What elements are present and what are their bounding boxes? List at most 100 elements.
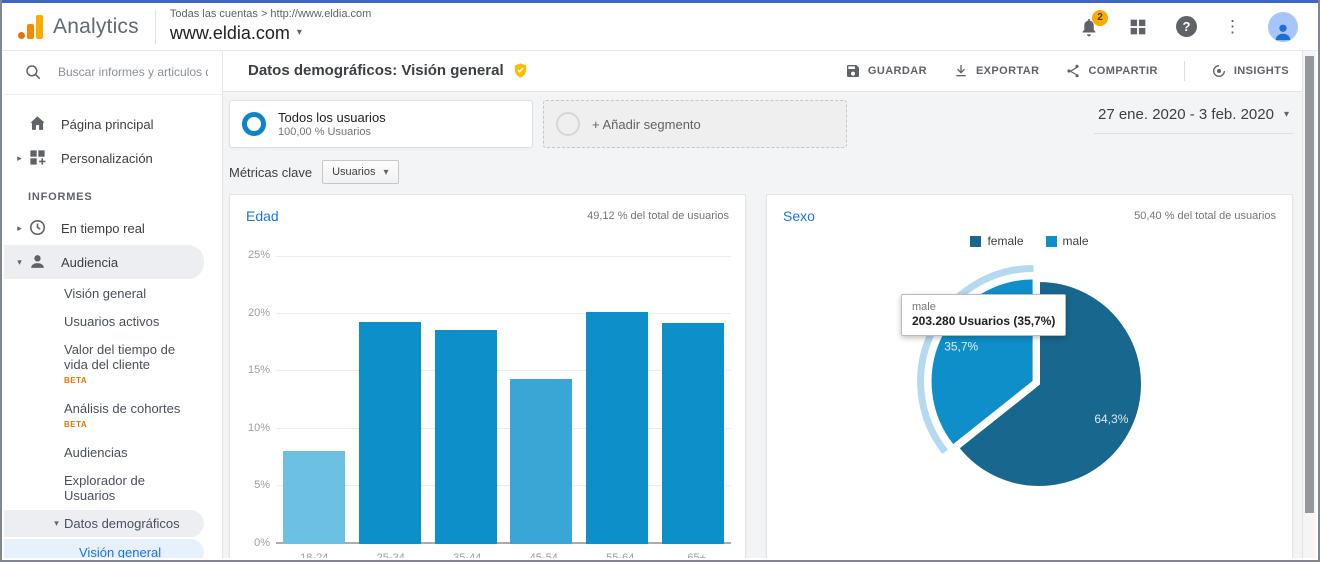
search-icon <box>26 65 41 80</box>
age-chart-title[interactable]: Edad <box>246 208 279 224</box>
gender-chart-title[interactable]: Sexo <box>783 208 815 224</box>
sidebar-item-label: Audiencia <box>61 254 119 270</box>
pie-tooltip-value: 203.280 Usuarios (35,7%) <box>912 314 1056 328</box>
segments-row: Todos los usuarios 100,00 % Usuarios + A… <box>229 100 1293 148</box>
search-input[interactable] <box>56 64 210 80</box>
age-chart-card: Edad 49,12 % del total de usuarios 0% 5% 1… <box>229 194 746 558</box>
date-range-selector[interactable]: 27 ene. 2020 - 3 feb. 2020 ▾ <box>1093 100 1293 134</box>
add-segment-button[interactable]: + Añadir segmento <box>543 100 847 148</box>
sidebar-item-audiencia[interactable]: ▾ Audiencia <box>4 245 204 279</box>
x-axis-label-55-64: 55-64 <box>606 552 635 558</box>
property-name: www.eldia.com <box>169 23 290 44</box>
help-button[interactable]: ? <box>1176 16 1197 37</box>
sidebar-item-explorador-de-usuarios[interactable]: Explorador de Usuarios <box>4 467 204 509</box>
property-selector[interactable]: www.eldia.com ▾ <box>170 22 371 45</box>
save-button[interactable]: GUARDAR <box>845 63 927 79</box>
sidebar-item-usuarios-activos[interactable]: Usuarios activos <box>4 308 204 335</box>
sidebar-item-label: Usuarios activos <box>64 314 160 329</box>
pie-label-female: 64,3% <box>1094 412 1128 426</box>
page-title-text: Datos demográficos: Visión general <box>248 62 504 79</box>
sidebar-item-pagina-principal[interactable]: Página principal <box>4 107 204 141</box>
charts-row: Edad 49,12 % del total de usuarios 0% 5% 1… <box>229 194 1293 558</box>
notifications-button[interactable]: 2 <box>1078 9 1108 38</box>
insights-button[interactable]: INSIGHTS <box>1211 63 1289 79</box>
chevron-right-icon: ▸ <box>17 222 22 233</box>
sidebar: Página principal ▸ Personalización INFORMES… <box>4 50 223 558</box>
account-breadcrumb-block: Todas las cuentas > http://www.eldia.com… <box>170 8 371 44</box>
legend-item-female[interactable]: female <box>970 234 1024 248</box>
sidebar-item-en-tiempo-real[interactable]: ▸ En tiempo real <box>4 211 204 245</box>
x-axis-label-25-34: 25-34 <box>376 552 405 558</box>
more-menu-button[interactable]: ⋮ <box>1224 16 1241 36</box>
sidebar-item-vision-general[interactable]: Visión general <box>4 280 204 307</box>
chevron-right-icon: ▸ <box>17 152 22 163</box>
x-axis-label-35-44: 35-44 <box>453 552 482 558</box>
age-chart-header: Edad 49,12 % del total de usuarios <box>230 195 745 228</box>
metric-dropdown[interactable]: Usuarios ▾ <box>322 160 399 184</box>
pie-label-male: 35,7% <box>944 340 978 354</box>
app-header: Analytics Todas las cuentas > http://www… <box>2 3 1318 51</box>
person-icon <box>28 252 48 272</box>
gridline <box>276 256 731 257</box>
export-label: EXPORTAR <box>975 64 1040 77</box>
analytics-logo[interactable]: Analytics <box>2 14 139 40</box>
vertical-scrollbar[interactable] <box>1302 50 1316 558</box>
chevron-down-icon: ▾ <box>1283 109 1289 120</box>
y-axis-tick: 25% <box>247 249 270 261</box>
analytics-logo-icon <box>18 14 44 40</box>
save-icon <box>846 64 859 77</box>
bars <box>276 256 731 544</box>
apps-grid-icon <box>1130 19 1146 34</box>
chevron-down-icon: ▾ <box>17 256 22 267</box>
metrics-label: Métricas clave <box>229 164 313 180</box>
gridline <box>276 312 731 314</box>
age-x-axis-labels: 18-24 25-34 35-44 45-54 55-64 65+ <box>276 552 735 558</box>
gridline <box>276 427 731 429</box>
sidebar-item-label: Valor del tiempo de vida del cliente <box>64 342 176 372</box>
x-axis-label-45-54: 45-54 <box>529 552 558 558</box>
breadcrumb[interactable]: Todas las cuentas > http://www.eldia.com <box>169 8 372 21</box>
avatar[interactable] <box>1268 11 1298 42</box>
legend-swatch-female <box>970 235 982 247</box>
scrollbar-thumb[interactable] <box>1305 56 1314 514</box>
shield-check-icon <box>514 63 526 78</box>
bar-18-24[interactable] <box>282 451 345 544</box>
sidebar-item-label: Página principal <box>61 116 154 132</box>
chevron-down-icon: ▾ <box>54 518 59 528</box>
sidebar-item-datos-demograficos[interactable]: ▾ Datos demográficos <box>4 510 204 537</box>
sidebar-item-vision-general[interactable]: Visión general <box>4 539 204 558</box>
sidebar-item-analisis-de-cohortes[interactable]: Análisis de cohortes BETA <box>4 395 204 438</box>
segment-detail: 100,00 % Usuarios <box>278 125 371 138</box>
header-divider <box>154 9 156 44</box>
bell-icon <box>1082 18 1096 36</box>
chevron-down-icon: ▾ <box>296 27 302 39</box>
page-title: Datos demográficos: Visión general <box>248 62 529 79</box>
beta-badge: BETA <box>64 376 88 385</box>
legend-item-male[interactable]: male <box>1045 234 1089 248</box>
add-segment-label: + Añadir segmento <box>592 116 701 132</box>
pie-slice-female[interactable] <box>957 280 1143 488</box>
export-button[interactable]: EXPORTAR <box>953 63 1040 79</box>
metrics-row: Métricas clave Usuarios ▾ <box>229 160 1293 184</box>
share-button[interactable]: COMPARTIR <box>1065 63 1157 79</box>
bar-25-34[interactable] <box>358 322 421 544</box>
bar-65+[interactable] <box>662 323 725 544</box>
sidebar-item-audiencias[interactable]: Audiencias <box>4 439 204 466</box>
metric-dropdown-value: Usuarios <box>332 166 376 178</box>
insights-label: INSIGHTS <box>1233 64 1289 77</box>
share-icon <box>1067 64 1080 77</box>
bar-35-44[interactable] <box>434 330 497 544</box>
sidebar-search <box>4 50 222 95</box>
bar-55-64[interactable] <box>586 312 649 544</box>
x-axis-label-18-24: 18-24 <box>300 552 329 558</box>
insights-icon <box>1212 64 1226 77</box>
apps-grid-button[interactable] <box>1127 16 1149 38</box>
sidebar-item-label: Audiencias <box>64 445 128 460</box>
segment-all-users[interactable]: Todos los usuarios 100,00 % Usuarios <box>229 100 533 148</box>
clock-icon <box>28 218 48 238</box>
gender-chart-card: Sexo 50,40 % del total de usuarios femal… <box>766 194 1293 558</box>
bar-45-54[interactable] <box>510 379 573 544</box>
sidebar-item-personalizacion[interactable]: ▸ Personalización <box>4 141 204 175</box>
sidebar-item-valor-del-tiempo-de-vida-del-cliente[interactable]: Valor del tiempo de vida del cliente BETA <box>4 336 204 394</box>
